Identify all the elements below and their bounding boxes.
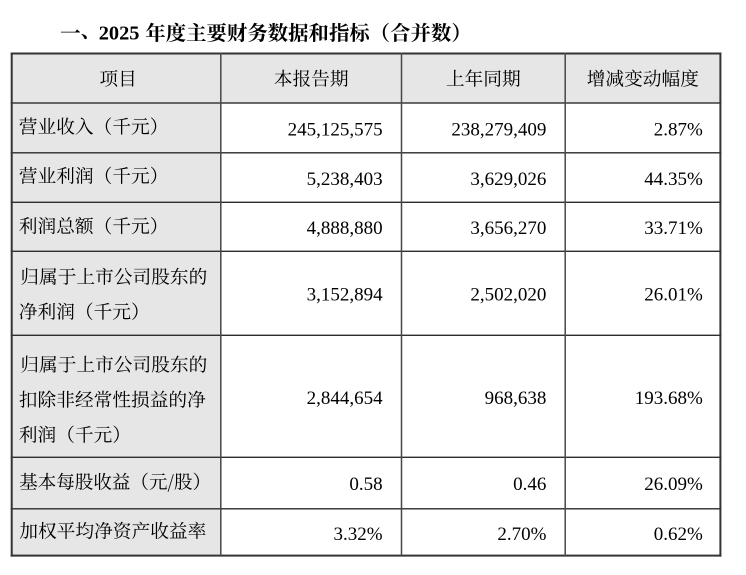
svg-text:2.70%: 2.70% [497,524,546,545]
svg-text:238,279,409: 238,279,409 [451,120,546,141]
svg-text:2025: 2025 [99,23,140,45]
svg-text:3,656,270: 3,656,270 [470,218,546,239]
svg-text:33.71%: 33.71% [644,218,703,239]
svg-text:968,638: 968,638 [485,388,547,409]
svg-text:3,629,026: 3,629,026 [470,169,546,190]
svg-text:193.68%: 193.68% [635,388,703,409]
svg-text:0.62%: 0.62% [654,524,703,545]
svg-text:5,238,403: 5,238,403 [307,169,383,190]
svg-text:3,152,894: 3,152,894 [307,285,384,306]
svg-text:2,844,654: 2,844,654 [307,388,384,409]
svg-text:0.58: 0.58 [349,474,382,495]
svg-text:2,502,020: 2,502,020 [470,285,546,306]
svg-text:3.32%: 3.32% [334,524,383,545]
svg-text:26.09%: 26.09% [644,474,703,495]
svg-text:44.35%: 44.35% [644,169,703,190]
svg-text:2.87%: 2.87% [654,120,703,141]
svg-text:26.01%: 26.01% [644,285,703,306]
svg-text:4,888,880: 4,888,880 [307,218,383,239]
svg-text:0.46: 0.46 [513,474,546,495]
svg-text:245,125,575: 245,125,575 [288,120,383,141]
